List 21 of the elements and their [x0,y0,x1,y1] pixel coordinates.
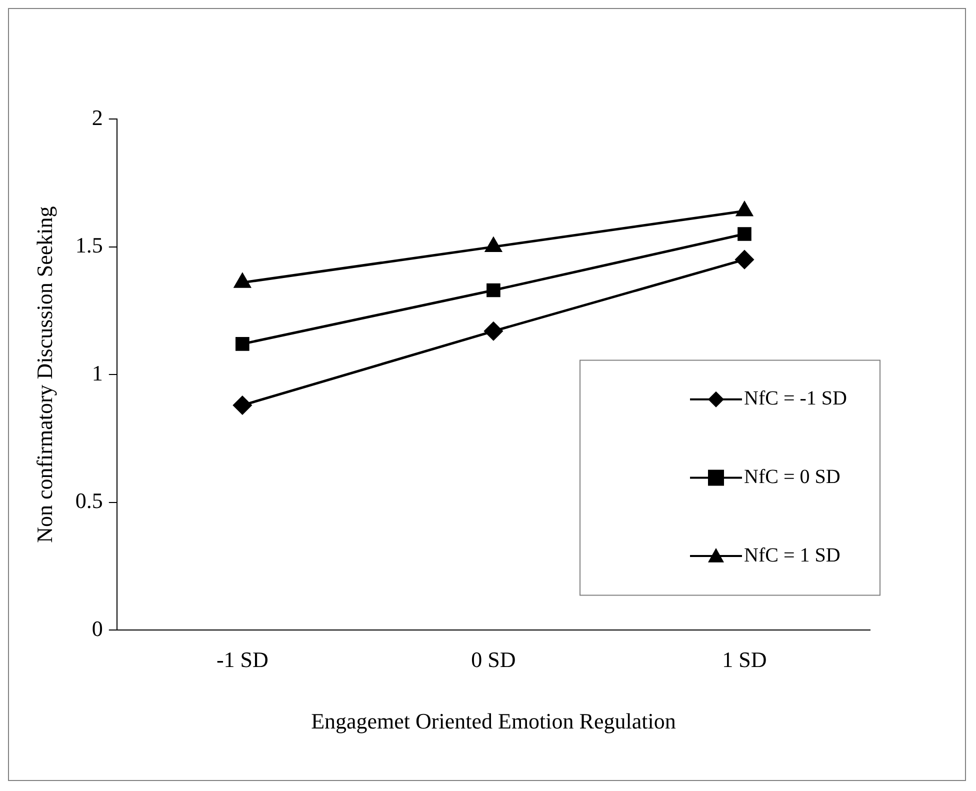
y-tick-label: 1 [92,360,103,386]
x-axis-title: Engagemet Oriented Emotion Regulation [311,708,676,734]
y-tick-label: 1.5 [75,232,103,258]
x-tick-label: -1 SD [216,647,268,672]
point [485,238,502,252]
y-tick-label: 0 [92,616,103,641]
point [233,396,252,415]
point [736,202,753,216]
x-tick-label: 1 SD [722,647,767,672]
point [486,283,500,298]
legend-label: NfC = 0 SD [744,466,840,488]
point [484,322,503,340]
y-tick-label: 2 [92,104,103,130]
x-tick-label: 0 SD [471,647,516,672]
point [738,227,752,241]
legend-label: NfC = -1 SD [744,388,847,410]
y-axis-title: Non confirmatory Discussion Seeking [32,206,57,543]
legend-label: NfC = 1 SD [744,544,840,566]
y-tick-label: 0.5 [75,488,103,514]
point [236,337,250,351]
point [735,250,754,269]
